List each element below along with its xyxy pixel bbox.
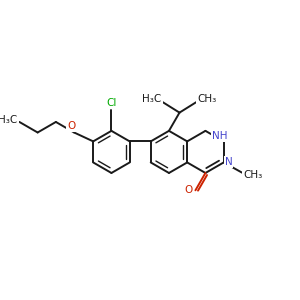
Text: O: O — [184, 185, 193, 195]
Text: Cl: Cl — [106, 98, 117, 108]
Text: H₃C: H₃C — [0, 115, 17, 125]
Text: CH₃: CH₃ — [197, 94, 217, 104]
Text: CH₃: CH₃ — [244, 170, 263, 180]
Text: H₃C: H₃C — [142, 94, 162, 104]
Text: O: O — [67, 121, 75, 131]
Text: N: N — [225, 158, 232, 167]
Text: NH: NH — [212, 131, 227, 141]
